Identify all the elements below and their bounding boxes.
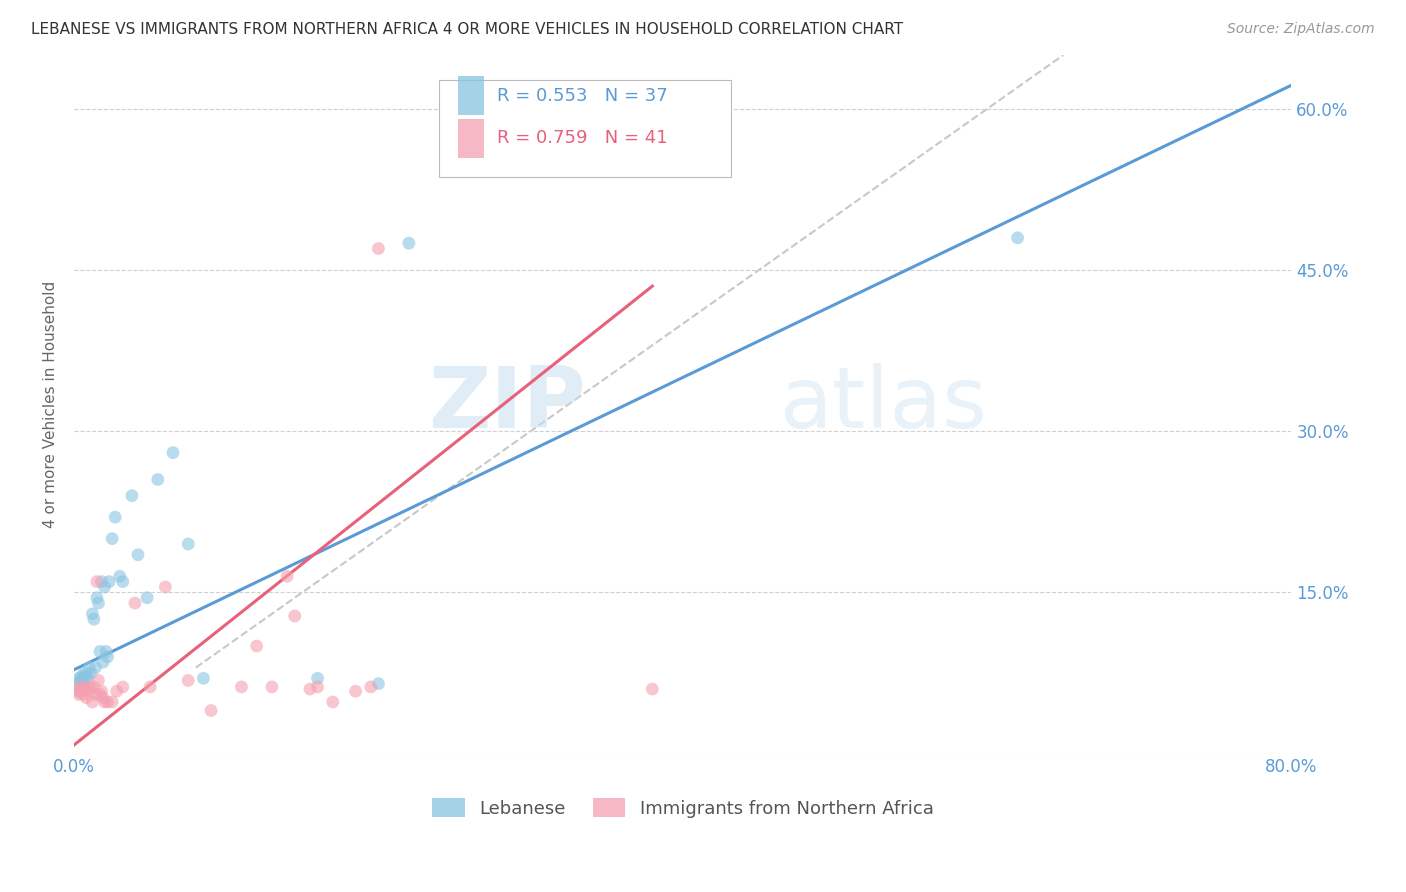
Point	[367, 242, 389, 256]
Point	[298, 681, 321, 696]
Point	[146, 473, 169, 487]
Point	[136, 591, 159, 605]
Point	[101, 532, 124, 546]
Point	[79, 680, 101, 694]
Point	[398, 236, 420, 251]
Point	[89, 688, 111, 702]
Point	[79, 660, 101, 674]
Point	[177, 673, 200, 688]
Point	[231, 680, 253, 694]
Text: R = 0.759   N = 41: R = 0.759 N = 41	[496, 129, 666, 147]
Point	[641, 681, 664, 696]
Point	[111, 680, 134, 694]
Point	[91, 655, 114, 669]
Text: Source: ZipAtlas.com: Source: ZipAtlas.com	[1227, 22, 1375, 37]
Point	[73, 681, 96, 696]
FancyBboxPatch shape	[439, 79, 731, 178]
FancyBboxPatch shape	[457, 77, 484, 115]
Point	[307, 680, 329, 694]
Point	[67, 671, 90, 685]
Point	[124, 596, 146, 610]
Point	[193, 671, 215, 685]
Point	[66, 684, 89, 698]
Point	[108, 569, 131, 583]
Point	[86, 591, 108, 605]
Point	[162, 445, 184, 459]
Point	[200, 704, 222, 718]
FancyBboxPatch shape	[457, 120, 484, 158]
Point	[83, 612, 105, 626]
Point	[89, 644, 111, 658]
Point	[1007, 231, 1029, 245]
Point	[276, 569, 298, 583]
Point	[101, 695, 124, 709]
Point	[70, 680, 93, 694]
Point	[72, 688, 94, 702]
Point	[93, 695, 115, 709]
Point	[76, 671, 98, 685]
Point	[360, 680, 382, 694]
Point	[76, 684, 98, 698]
Y-axis label: 4 or more Vehicles in Household: 4 or more Vehicles in Household	[44, 281, 58, 528]
Point	[90, 574, 112, 589]
Point	[91, 690, 114, 705]
Point	[98, 574, 121, 589]
Point	[322, 695, 344, 709]
Point	[84, 688, 107, 702]
Point	[367, 676, 389, 690]
Text: LEBANESE VS IMMIGRANTS FROM NORTHERN AFRICA 4 OR MORE VEHICLES IN HOUSEHOLD CORR: LEBANESE VS IMMIGRANTS FROM NORTHERN AFR…	[31, 22, 903, 37]
Point	[139, 680, 162, 694]
Point	[127, 548, 149, 562]
Legend: Lebanese, Immigrants from Northern Africa: Lebanese, Immigrants from Northern Afric…	[425, 791, 941, 825]
Point	[284, 609, 307, 624]
Point	[307, 671, 329, 685]
Point	[66, 676, 89, 690]
Point	[69, 684, 91, 698]
Point	[177, 537, 200, 551]
Point	[94, 644, 117, 658]
Point	[86, 574, 108, 589]
Point	[87, 596, 110, 610]
Point	[344, 684, 367, 698]
Point	[97, 695, 120, 709]
Point	[70, 669, 93, 683]
Point	[97, 649, 120, 664]
Point	[246, 639, 269, 653]
Point	[82, 695, 104, 709]
Point	[83, 680, 105, 694]
Point	[75, 690, 97, 705]
Point	[84, 660, 107, 674]
Point	[80, 681, 103, 696]
Point	[72, 673, 94, 688]
Point	[155, 580, 177, 594]
Point	[82, 607, 104, 621]
Point	[93, 580, 115, 594]
Point	[65, 681, 87, 696]
Point	[75, 669, 97, 683]
Point	[90, 684, 112, 698]
Point	[80, 665, 103, 680]
Point	[105, 684, 128, 698]
Point	[104, 510, 127, 524]
Point	[67, 688, 90, 702]
Text: atlas: atlas	[780, 363, 988, 446]
Point	[73, 665, 96, 680]
Text: ZIP: ZIP	[427, 363, 585, 446]
Point	[111, 574, 134, 589]
Point	[87, 673, 110, 688]
Point	[69, 673, 91, 688]
Point	[121, 489, 143, 503]
Point	[260, 680, 283, 694]
Text: R = 0.553   N = 37: R = 0.553 N = 37	[496, 87, 668, 104]
